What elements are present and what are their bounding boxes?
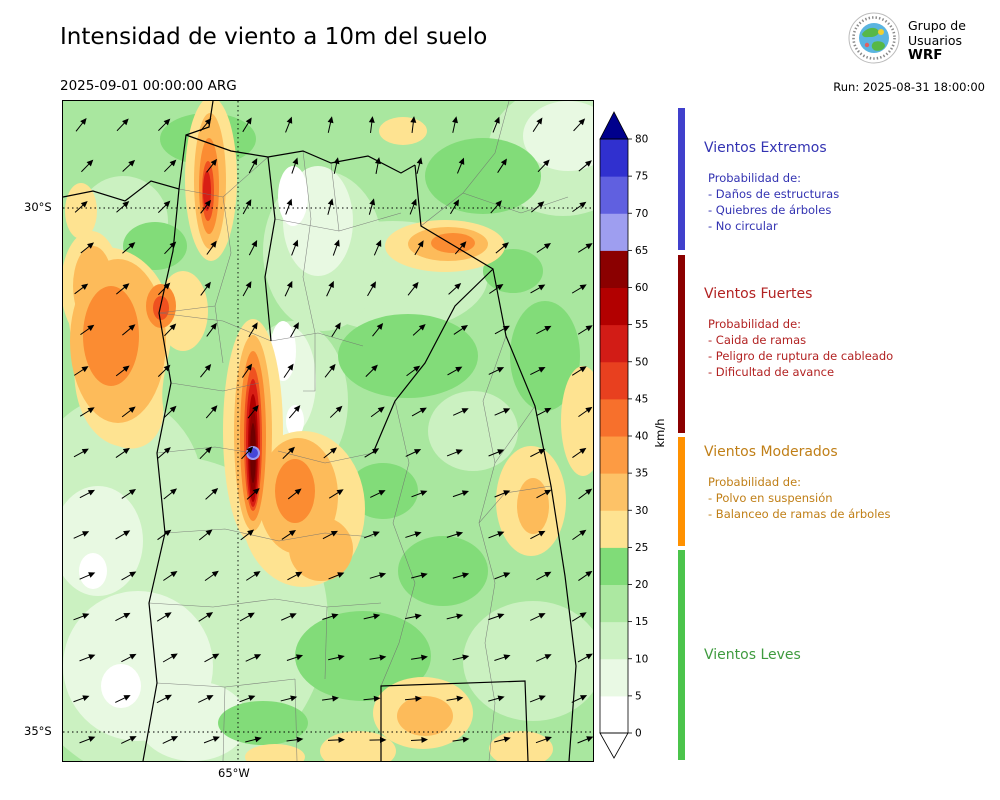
svg-text:5: 5: [635, 690, 642, 702]
lon-label-65w: 65°W: [218, 766, 250, 780]
logo-line-3: WRF: [908, 46, 943, 63]
legend-strip-fuertes: [678, 255, 685, 433]
svg-text:50: 50: [635, 356, 648, 368]
lat-label-35s: 35°S: [24, 724, 52, 738]
wind-field-contours: [63, 101, 593, 761]
province-borders: [63, 101, 577, 761]
legend-section-fuertes: Vientos Fuertes Probabilidad de: - Caida…: [704, 286, 994, 380]
legend-prob-label: Probabilidad de:: [708, 171, 802, 185]
legend-body-extremos: Probabilidad de: - Daños de estructuras …: [708, 170, 994, 234]
legend-title-fuertes: Vientos Fuertes: [704, 286, 813, 302]
legend-body-moderados: Probabilidad de: - Polvo en suspensión -…: [708, 474, 994, 522]
legend-body-fuertes: Probabilidad de: - Caida de ramas - Peli…: [708, 316, 994, 380]
legend-strip-extremos: [678, 108, 685, 250]
legend-title-extremos: Vientos Extremos: [704, 140, 827, 156]
wind-map-canvas: [62, 100, 594, 762]
svg-text:40: 40: [635, 431, 648, 443]
svg-text:75: 75: [635, 171, 648, 183]
svg-text:35: 35: [635, 468, 648, 480]
wrf-users-group-logo: Grupo de Usuarios WRF: [848, 12, 966, 68]
svg-text:65: 65: [635, 245, 648, 257]
svg-text:15: 15: [635, 616, 648, 628]
legend-item: - Balanceo de ramas de árboles: [708, 507, 891, 521]
legend-item: - Peligro de ruptura de cableado: [708, 349, 894, 363]
legend-prob-label: Probabilidad de:: [708, 317, 802, 331]
svg-text:25: 25: [635, 542, 648, 554]
legend-title-moderados: Vientos Moderados: [704, 444, 838, 460]
valid-time-label: 2025-09-01 00:00:00 ARG: [60, 78, 237, 94]
legend-strip-moderados: [678, 437, 685, 546]
graticule-gridlines: [63, 101, 593, 761]
svg-text:0: 0: [635, 728, 642, 740]
legend-item: - Polvo en suspensión: [708, 491, 833, 505]
wind-direction-arrows: [73, 116, 593, 744]
svg-text:45: 45: [635, 393, 648, 405]
legend-item: - Caida de ramas: [708, 333, 807, 347]
legend-title-leves: Vientos Leves: [704, 647, 801, 663]
lat-label-30s: 30°S: [24, 200, 52, 214]
legend-item: - Dificultad de avance: [708, 365, 835, 379]
svg-text:80: 80: [635, 134, 648, 146]
legend-item: - Quiebres de árboles: [708, 203, 832, 217]
legend-section-extremos: Vientos Extremos Probabilidad de: - Daño…: [704, 140, 994, 234]
legend-prob-label: Probabilidad de:: [708, 475, 802, 489]
svg-text:55: 55: [635, 319, 648, 331]
legend-item: - No circular: [708, 219, 778, 233]
logo-line-2: Usuarios: [908, 32, 963, 48]
svg-text:20: 20: [635, 579, 648, 591]
wind-legend: Vientos Extremos Probabilidad de: - Daño…: [676, 100, 1000, 762]
svg-text:30: 30: [635, 505, 648, 517]
svg-text:60: 60: [635, 282, 648, 294]
model-run-label: Run: 2025-08-31 18:00:00: [833, 80, 985, 94]
page-title: Intensidad de viento a 10m del suelo: [60, 24, 488, 50]
wind-speed-colorbar: 0 5 10 15 20 25 30 35 40 45 50 55 60 65 70 75 80 km/h: [596, 100, 686, 762]
legend-strip-leves: [678, 550, 685, 760]
logo-line-1: Grupo de: [908, 17, 966, 33]
svg-text:10: 10: [635, 653, 648, 665]
logo-text: Grupo de Usuarios WRF: [908, 18, 966, 63]
legend-section-leves: Vientos Leves: [704, 647, 994, 663]
svg-text:km/h: km/h: [653, 418, 667, 447]
wrf-logo-globe-icon: [848, 12, 900, 68]
svg-text:70: 70: [635, 208, 648, 220]
legend-item: - Daños de estructuras: [708, 187, 840, 201]
legend-section-moderados: Vientos Moderados Probabilidad de: - Pol…: [704, 444, 994, 522]
